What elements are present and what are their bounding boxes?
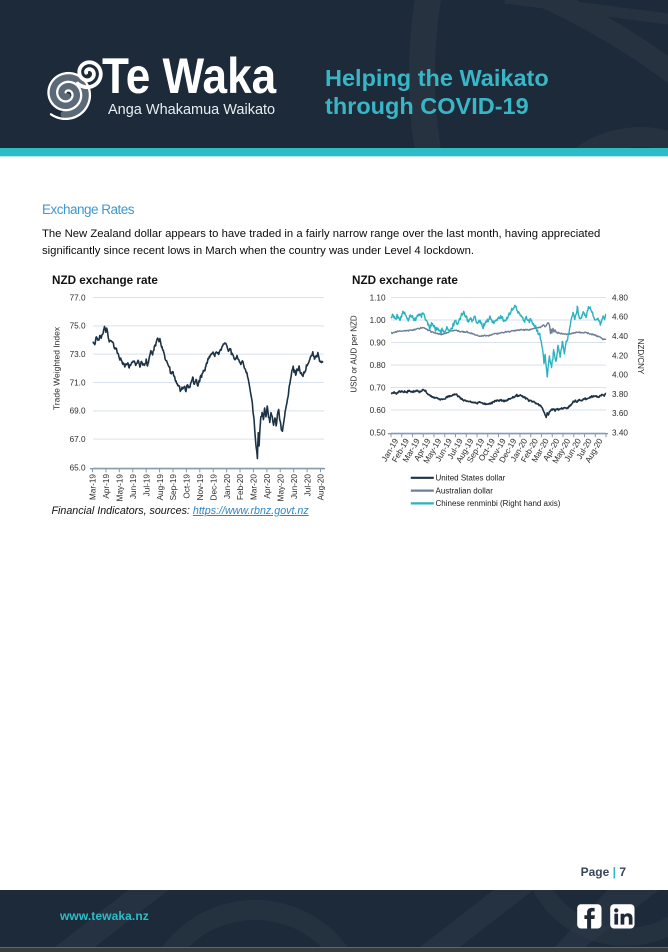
svg-text:Sep-19: Sep-19 xyxy=(169,474,178,501)
svg-text:Jul-20: Jul-20 xyxy=(303,474,312,497)
svg-text:0.80: 0.80 xyxy=(370,361,386,370)
svg-text:Nov-19: Nov-19 xyxy=(196,474,205,501)
svg-text:75.0: 75.0 xyxy=(70,322,86,331)
svg-text:Mar-20: Mar-20 xyxy=(250,474,259,500)
svg-text:65.0: 65.0 xyxy=(70,463,86,472)
svg-text:Oct-19: Oct-19 xyxy=(183,474,192,499)
svg-text:Jan-20: Jan-20 xyxy=(223,474,232,499)
svg-text:4.80: 4.80 xyxy=(612,293,628,302)
svg-text:Chinese renminbi (Right hand a: Chinese renminbi (Right hand axis) xyxy=(436,499,561,508)
svg-text:4.60: 4.60 xyxy=(612,313,628,322)
svg-text:Jun-20: Jun-20 xyxy=(290,474,299,499)
svg-text:1.00: 1.00 xyxy=(370,316,386,325)
svg-text:3.60: 3.60 xyxy=(612,409,628,418)
svg-text:Jul-19: Jul-19 xyxy=(142,474,151,497)
svg-text:Jun-19: Jun-19 xyxy=(129,474,138,499)
svg-text:Feb-20: Feb-20 xyxy=(236,474,245,500)
svg-text:69.0: 69.0 xyxy=(70,407,86,416)
svg-text:United States dollar: United States dollar xyxy=(436,474,506,483)
svg-text:Australian dollar: Australian dollar xyxy=(436,486,494,495)
svg-text:May-20: May-20 xyxy=(276,474,285,502)
svg-text:Trade Weighted Index: Trade Weighted Index xyxy=(52,326,62,410)
svg-text:73.0: 73.0 xyxy=(70,350,86,359)
svg-text:0.70: 0.70 xyxy=(370,383,386,392)
svg-text:NZD/CNY: NZD/CNY xyxy=(636,339,645,375)
svg-text:4.40: 4.40 xyxy=(612,332,628,341)
svg-text:Dec-19: Dec-19 xyxy=(209,474,218,501)
svg-text:Aug-19: Aug-19 xyxy=(156,474,165,501)
svg-text:3.80: 3.80 xyxy=(612,390,628,399)
svg-text:May-19: May-19 xyxy=(116,474,125,502)
svg-text:1.10: 1.10 xyxy=(370,293,386,302)
svg-text:71.0: 71.0 xyxy=(70,378,86,387)
svg-text:4.20: 4.20 xyxy=(612,351,628,360)
svg-text:4.00: 4.00 xyxy=(612,371,628,380)
svg-text:USD or AUD per NZD: USD or AUD per NZD xyxy=(350,315,359,393)
svg-text:67.0: 67.0 xyxy=(70,435,86,444)
svg-text:0.50: 0.50 xyxy=(370,428,386,437)
svg-text:Aug-20: Aug-20 xyxy=(317,474,326,501)
svg-text:Apr-19: Apr-19 xyxy=(102,474,111,499)
svg-text:Mar-19: Mar-19 xyxy=(89,474,98,500)
svg-text:77.0: 77.0 xyxy=(70,293,86,302)
svg-text:3.40: 3.40 xyxy=(612,428,628,437)
svg-text:Apr-20: Apr-20 xyxy=(263,474,272,499)
svg-text:0.90: 0.90 xyxy=(370,338,386,347)
svg-text:0.60: 0.60 xyxy=(370,406,386,415)
